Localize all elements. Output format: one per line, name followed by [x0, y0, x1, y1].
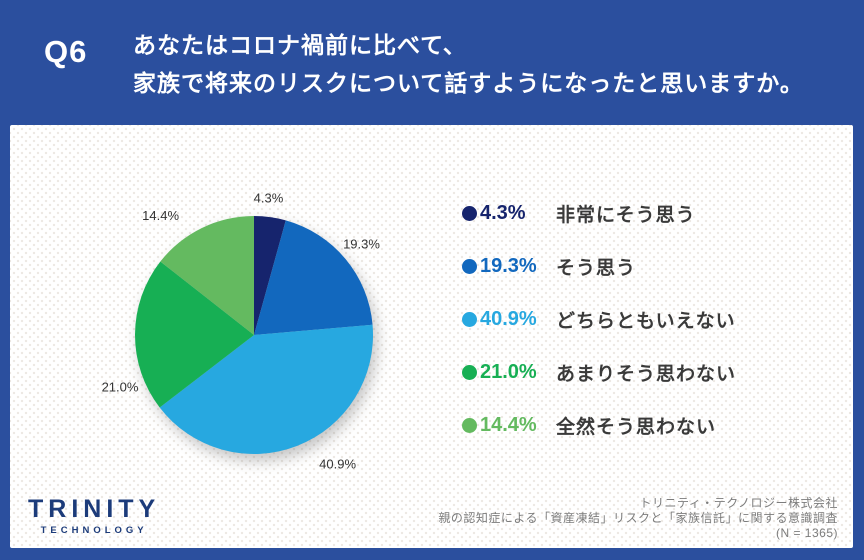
- source-attribution: トリニティ・テクノロジー株式会社 親の認知症による「資産凍結」リスクと「家族信託…: [438, 496, 838, 541]
- legend-label: そう思う: [556, 258, 637, 279]
- legend-label: 全然そう思わない: [556, 417, 717, 438]
- legend-row: 40.9% どちらともいえない: [462, 293, 736, 346]
- pie-slice: [159, 324, 374, 454]
- legend-percent: 40.9%: [480, 308, 537, 330]
- legend-color-dot-icon: [462, 259, 477, 274]
- legend-row: 21.0% あまりそう思わない: [462, 346, 736, 399]
- legend-row: 19.3% そう思う: [462, 240, 736, 293]
- question-header: Q6 あなたはコロナ禍前に比べて、 家族で将来のリスクについて話すようになったと…: [0, 0, 864, 125]
- survey-result-card: 4.3% 19.3% 40.9% 21.0% 14.4% 4.3% 非常にそう思う 19…: [10, 125, 853, 548]
- trinity-logo: TRINITY TECHNOLOGY: [28, 496, 160, 536]
- logo-title: TRINITY: [28, 495, 161, 523]
- pie-data-label: 4.3%: [254, 191, 284, 206]
- legend-color-dot-icon: [462, 418, 477, 433]
- legend-label: 非常にそう思う: [556, 205, 696, 226]
- source-survey-title: 親の認知症による「資産凍結」リスクと「家族信託」に関する意識調査: [438, 511, 838, 525]
- pie-slice: [160, 216, 254, 335]
- legend-label: あまりそう思わない: [556, 364, 737, 385]
- source-company: トリニティ・テクノロジー株式会社: [639, 496, 838, 510]
- legend-percent: 14.4%: [480, 414, 537, 436]
- question-number: Q6: [44, 34, 88, 69]
- legend-percent: 21.0%: [480, 361, 537, 383]
- pie-data-label: 14.4%: [142, 208, 179, 223]
- legend-label: どちらともいえない: [556, 311, 736, 332]
- legend-color-dot-icon: [462, 365, 477, 380]
- pie-data-label: 21.0%: [102, 380, 139, 395]
- legend-color-dot-icon: [462, 312, 477, 327]
- question-text: あなたはコロナ禍前に比べて、 家族で将来のリスクについて話すようになったと思いま…: [133, 26, 804, 102]
- pie-slice: [254, 216, 286, 335]
- legend-percent: 4.3%: [480, 202, 526, 224]
- source-sample-size: (N = 1365): [775, 526, 838, 540]
- pie-slice: [135, 261, 254, 408]
- logo-subtitle: TECHNOLOGY: [40, 525, 148, 536]
- chart-legend: 4.3% 非常にそう思う 19.3% そう思う 40.9% どちらともいえない …: [462, 187, 736, 452]
- pie-data-label: 19.3%: [343, 237, 380, 252]
- legend-color-dot-icon: [462, 206, 477, 221]
- legend-row: 4.3% 非常にそう思う: [462, 187, 736, 240]
- question-text-line-2: 家族で将来のリスクについて話すようになったと思いますか。: [133, 70, 804, 96]
- legend-percent: 19.3%: [480, 255, 537, 277]
- pie-slice: [254, 220, 373, 335]
- pie-chart: 4.3% 19.3% 40.9% 21.0% 14.4%: [102, 191, 381, 472]
- question-text-line-1: あなたはコロナ禍前に比べて、: [133, 32, 467, 58]
- pie-data-label: 40.9%: [319, 457, 356, 472]
- legend-row: 14.4% 全然そう思わない: [462, 399, 736, 452]
